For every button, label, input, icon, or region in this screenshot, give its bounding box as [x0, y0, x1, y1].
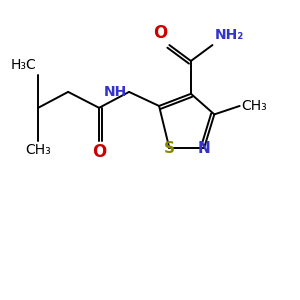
Text: NH₂: NH₂ [214, 28, 244, 42]
Text: O: O [153, 24, 167, 42]
Text: S: S [164, 141, 175, 156]
Text: CH₃: CH₃ [25, 143, 51, 158]
Text: O: O [92, 143, 106, 161]
Text: CH₃: CH₃ [242, 99, 267, 113]
Text: NH: NH [104, 85, 127, 99]
Text: N: N [198, 141, 210, 156]
Text: H₃C: H₃C [11, 58, 36, 72]
